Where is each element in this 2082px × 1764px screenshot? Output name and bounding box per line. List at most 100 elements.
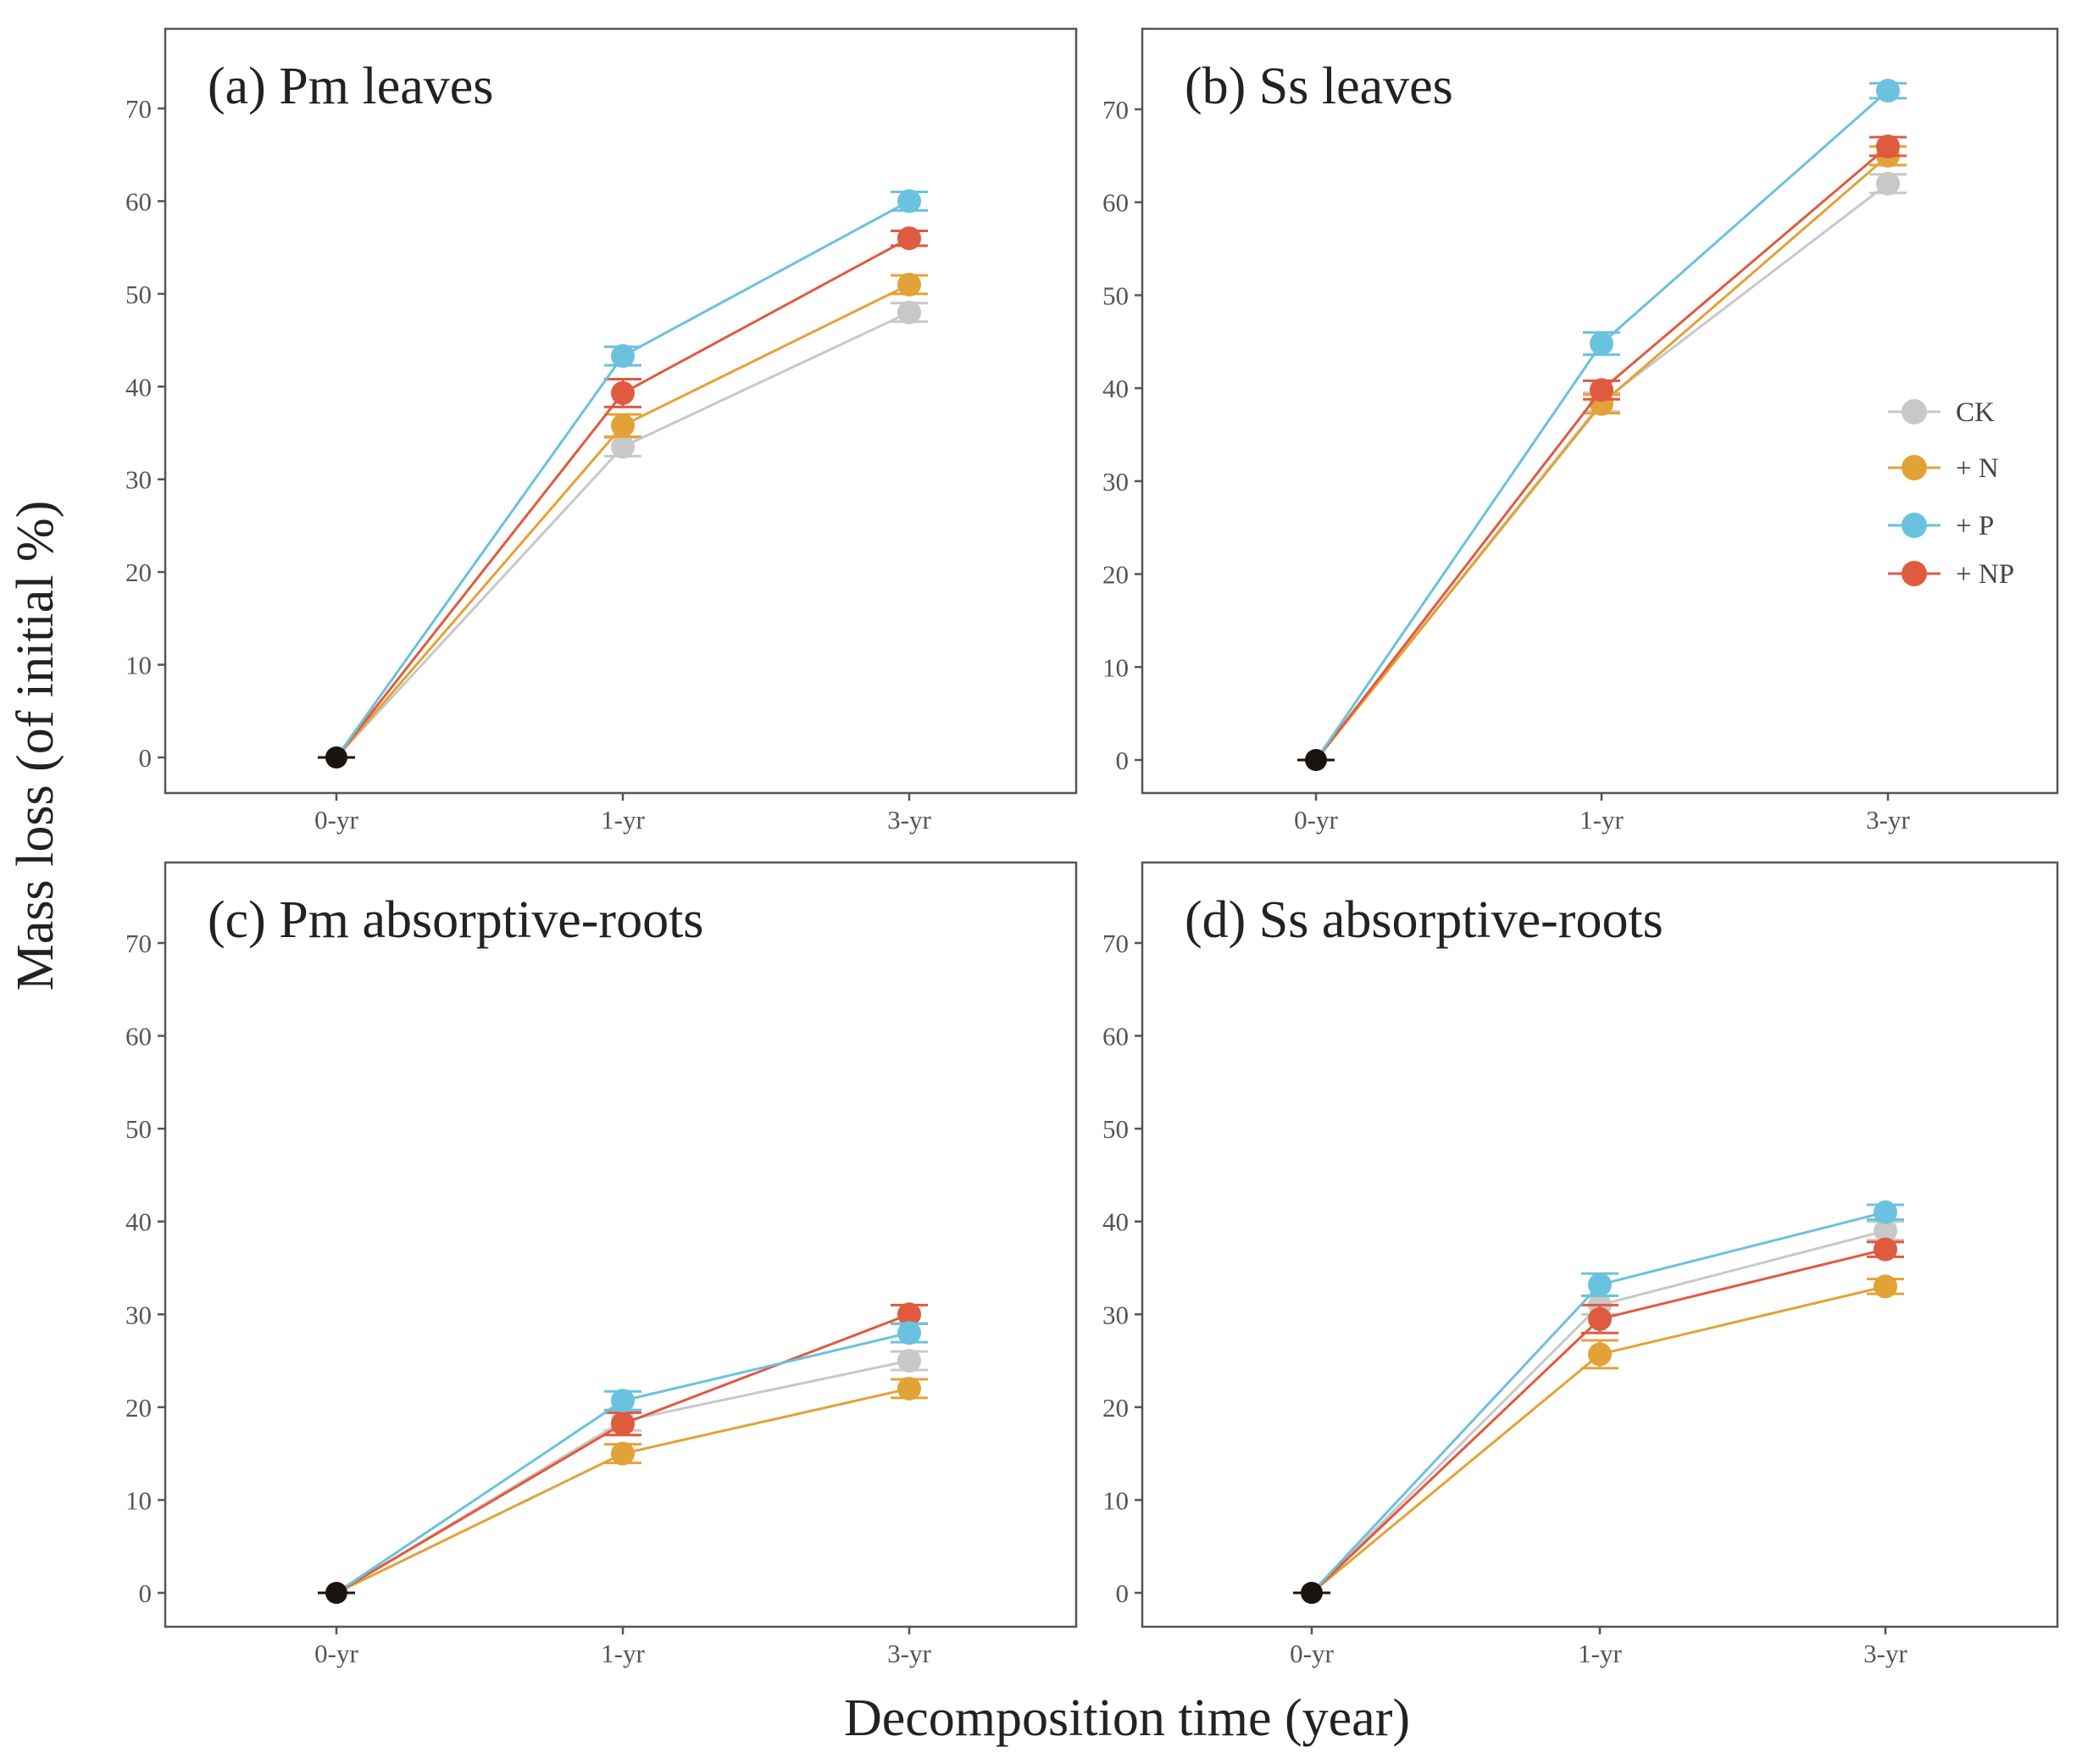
y-tick-label: 40 (125, 372, 152, 402)
y-tick-label: 10 (1102, 652, 1129, 682)
x-tick-label: 1-yr (601, 1639, 645, 1668)
y-tick-label: 30 (125, 465, 152, 495)
x-tick-label: 0-yr (1290, 1639, 1334, 1668)
data-point (1876, 134, 1900, 158)
x-tick-label: 1-yr (601, 805, 645, 835)
x-tick-label: 0-yr (314, 1639, 358, 1668)
y-tick-label: 0 (1116, 1578, 1130, 1608)
data-point (897, 1349, 921, 1373)
series-n (1311, 1274, 1904, 1595)
legend-item: CK (1888, 397, 1995, 428)
panel-title: (a) Pm leaves (208, 58, 493, 115)
y-tick-label: 70 (1102, 95, 1129, 125)
x-tick-label: 3-yr (887, 805, 931, 835)
legend-key-marker (1902, 399, 1927, 424)
chart-panels: 0 10 20 30 40 50 60 70 0-yr 1-yr 3-yr (a) Pm leaves… (125, 27, 2059, 1668)
origin-point (1305, 749, 1327, 771)
chart-panel-c: 0 10 20 30 40 50 60 70 0-yr 1-yr 3-yr (c) Pm absorp… (125, 861, 1078, 1668)
y-tick-label: 70 (125, 929, 152, 958)
series-p (336, 1321, 928, 1595)
series-np (1310, 1237, 1904, 1595)
panel-title: (b) Ss leaves (1185, 58, 1453, 115)
origin-point (325, 1582, 347, 1604)
chart-panel-a: 0 10 20 30 40 50 60 70 0-yr 1-yr 3-yr (a) Pm leaves (125, 27, 1078, 835)
data-point (611, 380, 635, 405)
series-p (1314, 79, 1907, 761)
y-tick-label: 20 (1102, 560, 1129, 590)
data-point (897, 226, 921, 251)
y-tick-label: 10 (125, 1485, 152, 1515)
data-point (611, 413, 635, 438)
x-tick-label: 0-yr (314, 805, 358, 835)
legend-item: + N (1888, 453, 1999, 484)
y-tick-label: 70 (1102, 929, 1129, 958)
data-point (1588, 1273, 1612, 1297)
data-point (1876, 171, 1900, 196)
series-np (336, 1302, 928, 1595)
legend-key-marker (1902, 561, 1927, 586)
series-p (1310, 1200, 1904, 1595)
legend-label: + N (1956, 453, 1999, 484)
x-tick-label: 1-yr (1580, 805, 1624, 835)
data-point (1876, 79, 1900, 103)
origin-point (325, 746, 347, 768)
legend-item: + NP (1888, 559, 2014, 590)
legend-label: + NP (1956, 559, 2014, 590)
y-tick-label: 20 (1102, 1393, 1129, 1423)
x-tick-label: 0-yr (1294, 805, 1338, 835)
data-point (611, 435, 635, 459)
y-tick-label: 50 (125, 280, 152, 309)
data-point (897, 1376, 921, 1401)
series-n (336, 1376, 928, 1595)
y-tick-label: 70 (125, 94, 152, 124)
y-axis-title: Mass loss (of initial %) (7, 501, 64, 991)
data-point (897, 189, 921, 214)
x-tick-label: 3-yr (887, 1639, 931, 1668)
y-tick-label: 0 (139, 743, 153, 773)
legend: CK + N + P + NP (1888, 397, 2014, 590)
data-point (897, 272, 921, 297)
panel-frame (164, 27, 1078, 795)
panel-frame (1141, 861, 2059, 1628)
series-p (335, 189, 928, 758)
data-point (611, 1389, 635, 1413)
y-tick-label: 30 (125, 1300, 152, 1329)
y-tick-label: 60 (125, 1022, 152, 1051)
legend-key-marker (1902, 513, 1927, 538)
y-tick-label: 50 (1102, 1114, 1129, 1144)
y-tick-label: 0 (139, 1578, 153, 1608)
x-tick-label: 1-yr (1578, 1639, 1622, 1668)
panel-title: (d) Ss absorptive-roots (1185, 891, 1663, 949)
data-point (1588, 1306, 1612, 1331)
x-tick-label: 3-yr (1863, 1639, 1907, 1668)
data-point (1874, 1274, 1897, 1299)
y-tick-label: 40 (1102, 1207, 1129, 1237)
y-tick-label: 30 (1102, 467, 1129, 496)
data-point (897, 1302, 921, 1327)
y-tick-label: 40 (1102, 374, 1129, 403)
data-point (897, 300, 921, 325)
data-point (1874, 1237, 1897, 1262)
legend-key-marker (1902, 455, 1927, 480)
chart-panel-d: 0 10 20 30 40 50 60 70 0-yr 1-yr 3-yr (d) Ss absorp… (1102, 861, 2059, 1668)
y-tick-label: 10 (125, 651, 152, 680)
data-point (1588, 1342, 1612, 1367)
y-tick-label: 0 (1116, 746, 1130, 775)
data-point (1590, 378, 1613, 402)
panel-title: (c) Pm absorptive-roots (208, 891, 703, 949)
x-axis-title: Decomposition time (year) (844, 1689, 1410, 1747)
y-tick-label: 60 (125, 186, 152, 216)
y-tick-label: 60 (1102, 1022, 1129, 1051)
data-point (1590, 331, 1613, 356)
series-n (335, 272, 928, 758)
y-tick-label: 50 (1102, 280, 1129, 310)
x-tick-label: 3-yr (1866, 805, 1910, 835)
y-tick-label: 60 (1102, 188, 1129, 218)
data-point (611, 1412, 635, 1436)
legend-item: + P (1888, 511, 1994, 541)
y-tick-label: 20 (125, 1393, 152, 1423)
y-tick-label: 30 (1102, 1300, 1129, 1329)
data-point (1874, 1218, 1897, 1243)
series-np (335, 226, 928, 758)
legend-label: CK (1956, 397, 1995, 428)
